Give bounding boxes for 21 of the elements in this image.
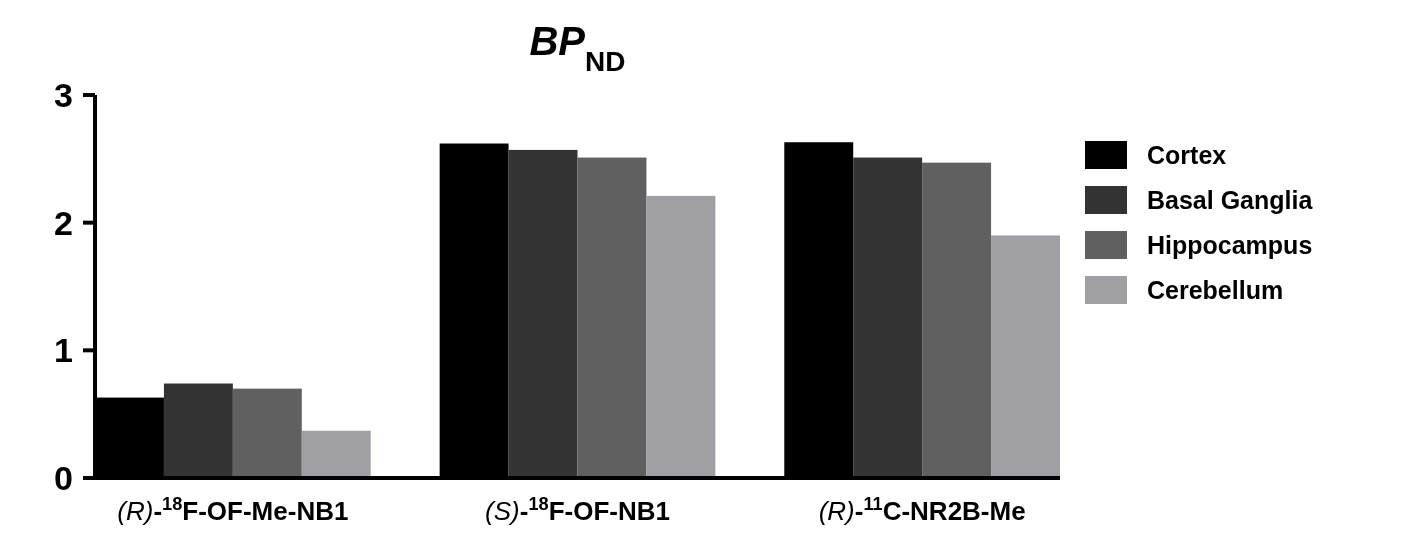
- bar: [577, 157, 647, 478]
- x-tick-label: (R)-$^{18}$F-OF-Me-NB1: [117, 494, 349, 526]
- bar: [646, 195, 716, 478]
- x-tick-label: (R)-$^{11}$C-NR2B-Me: [818, 494, 1026, 526]
- x-tick-label: (S)-$^{18}$F-OF-NB1: [485, 494, 670, 526]
- legend-label: Cortex: [1147, 140, 1227, 169]
- y-tick-label: 2: [54, 203, 73, 242]
- bar: [508, 149, 578, 478]
- y-tick-label: 1: [54, 331, 73, 370]
- legend-label: Basal Ganglia: [1147, 185, 1314, 214]
- bar: [301, 430, 371, 478]
- bar: [922, 162, 992, 478]
- bar: [991, 235, 1060, 478]
- bar: [853, 157, 923, 478]
- y-tick-label: 3: [54, 75, 73, 114]
- chart-title: BP$_{ND}$: [529, 19, 626, 77]
- y-tick-label: 0: [54, 458, 73, 497]
- legend-label: Cerebellum: [1147, 275, 1284, 304]
- bar: [232, 388, 302, 478]
- bar: [163, 383, 233, 478]
- legend-label: Hippocampus: [1147, 230, 1313, 259]
